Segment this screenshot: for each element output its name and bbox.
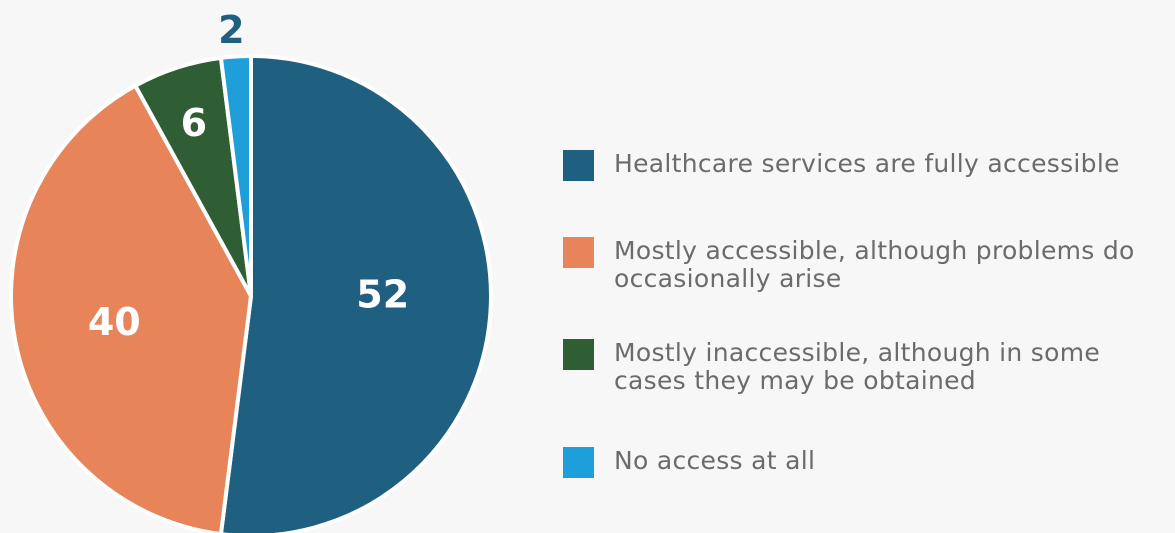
legend-label-mostly-accessible: Mostly accessible, although problems do … [614, 236, 1135, 293]
legend-item-fully-accessible: Healthcare services are fully accessible [563, 150, 1163, 181]
legend-label-fully-accessible: Healthcare services are fully accessible [614, 149, 1120, 178]
legend-item-mostly-accessible: Mostly accessible, although problems do … [563, 237, 1163, 293]
pie-slice-fully-accessible [219, 54, 493, 533]
legend: Healthcare services are fully accessible… [563, 150, 1163, 478]
legend-label-no-access: No access at all [614, 446, 816, 475]
slice-label-no-access: 2 [218, 8, 244, 52]
slice-label-fully-accessible: 52 [356, 272, 409, 316]
legend-item-no-access: No access at all [563, 447, 1163, 478]
legend-swatch-mostly-accessible [563, 237, 594, 268]
legend-swatch-no-access [563, 447, 594, 478]
slice-label-mostly-inaccessible: 6 [181, 101, 207, 145]
legend-swatch-fully-accessible [563, 150, 594, 181]
pie-slice-mostly-accessible [9, 83, 253, 533]
legend-swatch-mostly-inaccessible [563, 339, 594, 370]
slice-label-mostly-accessible: 40 [88, 300, 141, 344]
legend-item-mostly-inaccessible: Mostly inaccessible, although in some ca… [563, 339, 1163, 395]
pie-slice-no-access [218, 53, 253, 298]
legend-label-mostly-inaccessible: Mostly inaccessible, although in some ca… [614, 338, 1101, 395]
